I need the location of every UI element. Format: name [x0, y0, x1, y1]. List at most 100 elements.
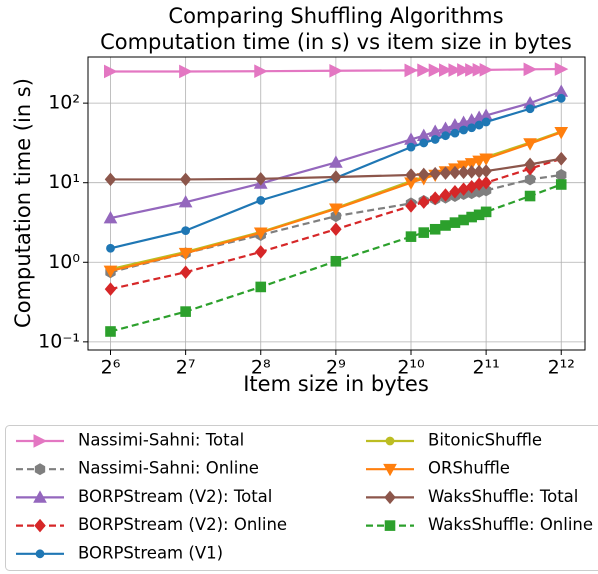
marker: [479, 63, 494, 77]
marker: [104, 172, 117, 187]
marker: [429, 191, 441, 205]
marker: [106, 243, 115, 253]
marker: [103, 265, 118, 278]
marker: [180, 306, 191, 317]
marker: [523, 62, 538, 77]
marker: [439, 166, 452, 180]
marker: [419, 138, 429, 148]
x-tick-label: 2⁶: [101, 357, 121, 379]
x-axis-label: Item size in bytes: [243, 372, 429, 396]
marker: [405, 231, 417, 242]
marker: [555, 151, 567, 166]
marker: [103, 210, 118, 224]
marker: [105, 326, 116, 337]
plot-series: [103, 62, 569, 337]
marker: [179, 265, 192, 279]
marker: [179, 64, 193, 79]
marker: [481, 117, 491, 127]
marker: [439, 63, 453, 77]
x-tick-label: 2¹⁰: [397, 357, 424, 379]
marker: [254, 245, 267, 259]
marker: [465, 63, 479, 77]
marker: [439, 188, 452, 202]
marker: [449, 165, 461, 180]
legend-marker: [383, 463, 397, 477]
marker: [472, 155, 486, 168]
y-tick-label: 10²: [48, 92, 80, 114]
marker: [480, 206, 492, 218]
legend-marker: [33, 490, 47, 503]
marker: [554, 62, 569, 76]
marker: [404, 63, 419, 78]
legend-marker: [33, 434, 48, 448]
legend-label: WaksShuffle: Online: [428, 515, 593, 534]
chart-subtitle: Computation time (in s) vs item size in …: [100, 30, 572, 54]
marker: [104, 282, 117, 296]
legend-label: Nassimi-Sahni: Total: [78, 431, 244, 450]
marker: [330, 170, 342, 184]
marker: [464, 158, 479, 171]
legend-label: BitonicShuffle: [428, 431, 542, 450]
x-tick-label: 2⁹: [326, 357, 346, 379]
marker: [555, 179, 567, 190]
x-tick-label: 2⁷: [176, 357, 196, 379]
marker: [524, 173, 536, 186]
marker: [104, 64, 118, 79]
marker: [556, 93, 566, 103]
marker: [480, 164, 492, 178]
marker: [457, 63, 471, 77]
y-tick-label: 10¹: [48, 171, 80, 193]
legend-box: [5, 425, 598, 571]
x-tick-label: 2⁸: [251, 357, 271, 379]
marker: [428, 63, 443, 78]
marker: [179, 172, 192, 187]
marker: [181, 226, 191, 236]
marker: [459, 125, 469, 135]
marker: [467, 123, 477, 133]
marker: [449, 217, 461, 228]
legend-marker: [384, 520, 396, 531]
marker: [178, 195, 193, 208]
legend-label: Nassimi-Sahni: Online: [78, 459, 259, 478]
marker: [406, 142, 416, 152]
marker: [330, 255, 342, 267]
plot-frame: [87, 56, 586, 351]
marker: [523, 138, 537, 151]
marker: [253, 227, 268, 240]
marker: [449, 184, 461, 199]
marker: [418, 167, 430, 182]
marker: [472, 63, 487, 77]
marker: [255, 281, 267, 293]
legend-label: BORPStream (V2): Total: [78, 487, 272, 506]
legend-marker: [35, 549, 45, 559]
marker: [330, 222, 342, 237]
legend-marker: [34, 463, 46, 476]
marker: [329, 203, 343, 216]
marker: [417, 63, 431, 78]
marker: [450, 128, 460, 138]
marker: [479, 153, 493, 166]
marker: [329, 155, 343, 168]
marker: [418, 195, 430, 209]
marker: [441, 131, 450, 141]
marker: [524, 190, 536, 202]
legend-marker: [385, 436, 395, 446]
legend-label: BORPStream (V2): Online: [78, 515, 287, 534]
marker: [480, 175, 492, 190]
marker: [429, 223, 441, 235]
y-tick-label: 10⁻¹: [38, 330, 80, 352]
legend-marker: [34, 518, 46, 533]
legend-marker: [384, 490, 396, 505]
marker: [440, 220, 451, 231]
legend-label: BORPStream (V1): [78, 543, 223, 562]
marker: [254, 172, 267, 186]
x-tick-label: 2¹²: [548, 357, 575, 379]
marker: [556, 169, 567, 181]
y-tick-label: 10⁰: [48, 251, 80, 273]
marker: [429, 166, 441, 181]
marker: [405, 199, 417, 213]
marker: [329, 63, 343, 78]
marker: [405, 168, 417, 182]
y-axis-label: Computation time (in s): [11, 78, 35, 328]
